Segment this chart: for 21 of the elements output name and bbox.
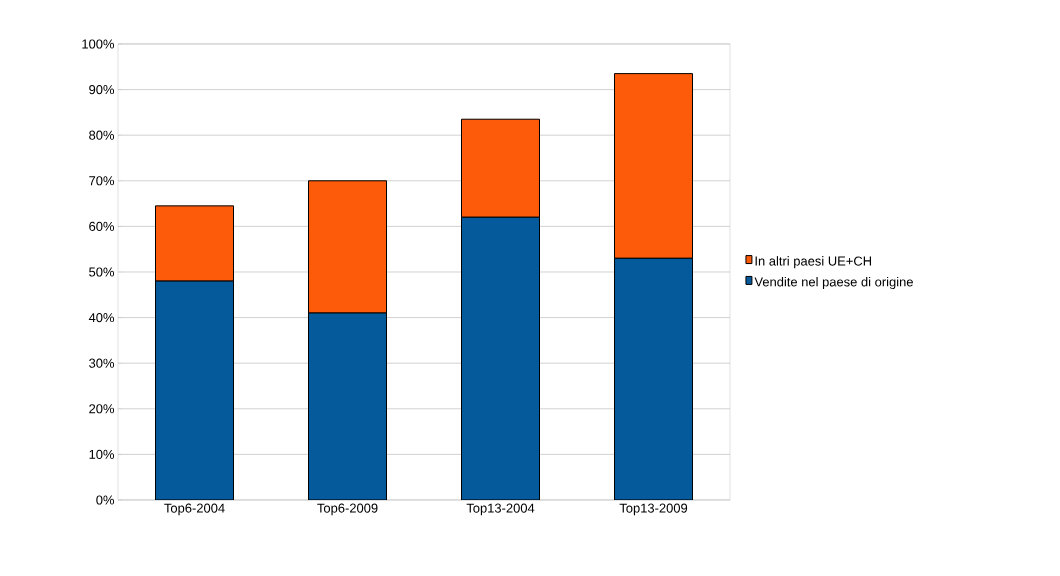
y-tick-label: 10% (89, 449, 115, 459)
legend-label: Vendite nel paese di origine (754, 276, 913, 290)
y-tick-label: 0% (96, 495, 115, 505)
x-tick-label: Top13-2009 (619, 503, 688, 516)
bar (461, 216, 541, 500)
y-tick-label: 70% (89, 176, 115, 186)
y-tick-label: 30% (89, 358, 115, 368)
x-tick-label: Top13-2004 (466, 503, 535, 516)
y-tick-label: 90% (89, 85, 115, 95)
x-tick-label: Top6-2004 (164, 503, 225, 516)
x-tick-label: Top6-2009 (317, 503, 378, 516)
bar (308, 312, 388, 500)
y-tick-label: 80% (89, 130, 115, 140)
y-tick-label: 40% (88, 313, 115, 323)
y-tick-label: 20% (89, 404, 115, 414)
legend-label: In altri paesi UE+CH (755, 256, 872, 269)
y-tick-label: 60% (89, 221, 115, 231)
bar (614, 257, 694, 500)
bar (155, 280, 235, 500)
y-tick-label: 100% (82, 39, 115, 49)
y-tick-label: 50% (89, 267, 115, 277)
